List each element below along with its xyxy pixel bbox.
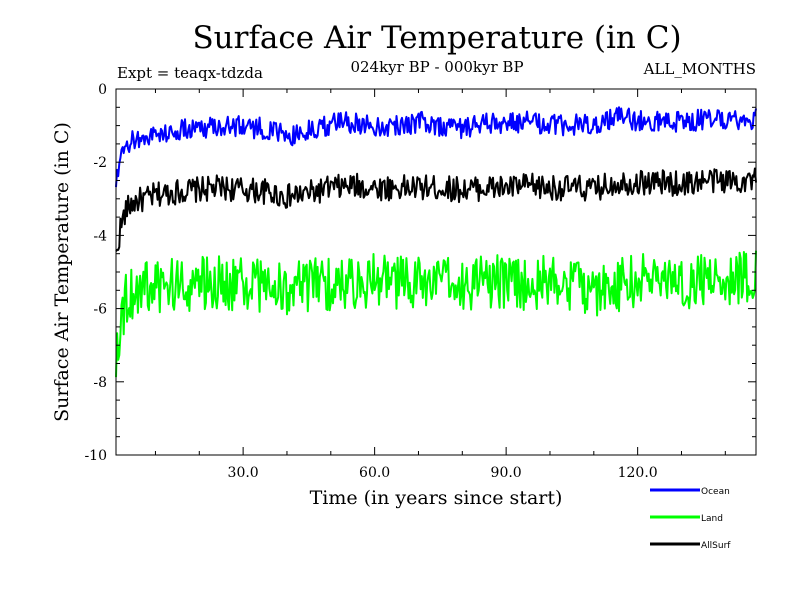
legend-label-allsurf: AllSurf	[701, 541, 731, 551]
x-tick-label: 60.0	[359, 465, 390, 481]
series-line-land	[115, 250, 757, 378]
x-tick-label: 30.0	[228, 465, 259, 481]
chart-title: Surface Air Temperature (in C)	[192, 20, 681, 56]
legend: Ocean Land AllSurf	[650, 487, 731, 551]
series-line-allsurf	[115, 167, 757, 252]
legend-label-ocean: Ocean	[701, 487, 730, 497]
y-tick-label: -4	[93, 228, 107, 244]
experiment-label: Expt = teaqx-tdzda	[117, 64, 263, 82]
x-axis-label: Time (in years since start)	[310, 487, 563, 509]
y-tick-label: -6	[93, 302, 107, 318]
y-tick-label: -8	[93, 375, 107, 391]
y-tick-label: -2	[93, 155, 107, 171]
x-tick-label: 90.0	[491, 465, 522, 481]
y-tick-label: -10	[84, 448, 107, 464]
tick-layer: 0 -2 -4 -6 -8 -10 30.0 60.0 90.0 120.0	[84, 82, 756, 481]
y-axis-label: Surface Air Temperature (in C)	[51, 122, 73, 422]
series-line-ocean	[115, 106, 757, 188]
months-label: ALL_MONTHS	[643, 60, 756, 78]
period-label: 024kyr BP - 000kyr BP	[350, 58, 523, 76]
legend-label-land: Land	[701, 514, 723, 524]
series-layer	[115, 106, 757, 378]
y-tick-label: 0	[98, 82, 107, 98]
x-tick-label: 120.0	[618, 465, 658, 481]
